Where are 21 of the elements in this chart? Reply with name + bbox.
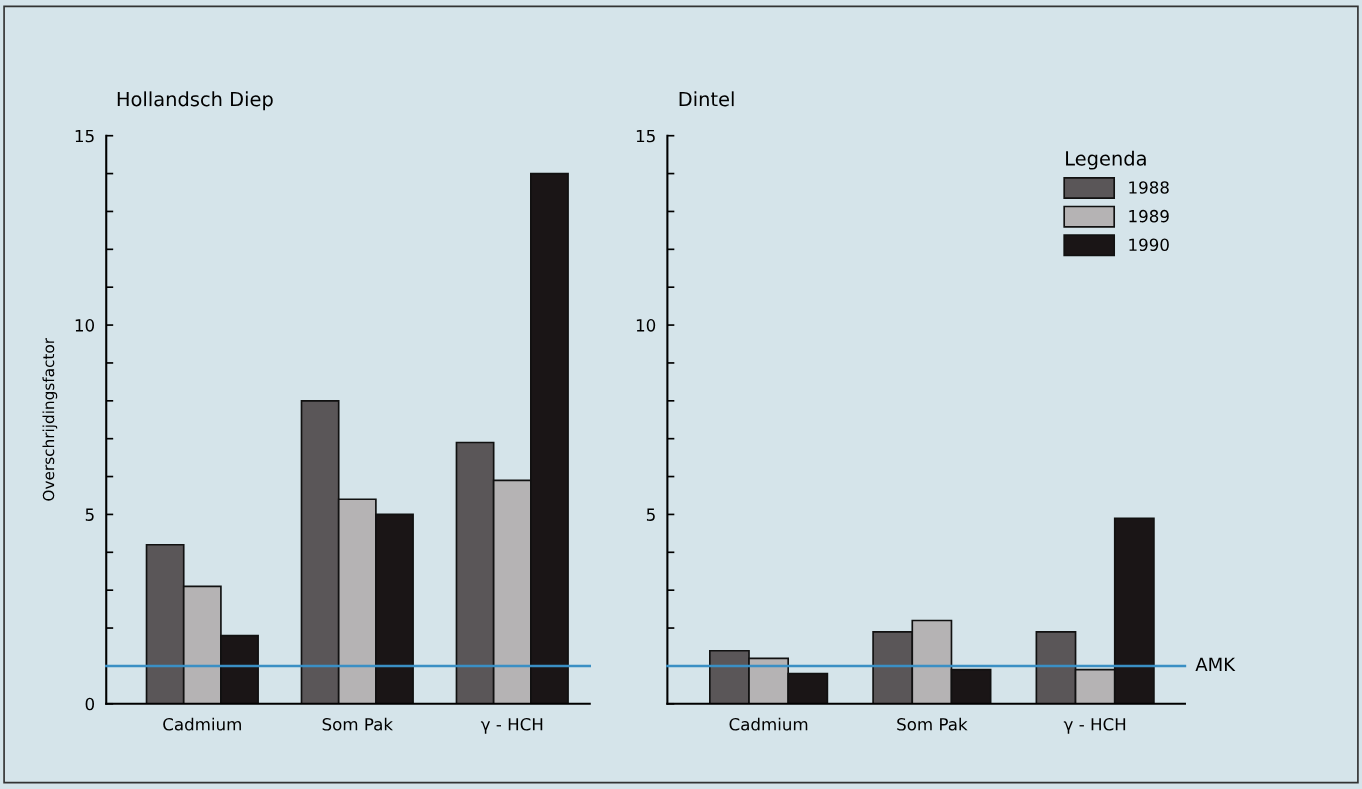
y-tick-label: 15 <box>75 129 94 143</box>
x-tick-label: γ - HCH <box>1063 717 1126 734</box>
y-axis-title: Overschrijdingsfactor <box>42 337 58 501</box>
legend-title: Legenda <box>1066 150 1146 170</box>
x-tick-label: Som Pak <box>322 717 393 731</box>
y-tick-label: 15 <box>636 129 655 143</box>
y-tick-label: 10 <box>75 319 95 332</box>
legend-label: 1989 <box>1129 209 1169 223</box>
x-tick-label: Cadmium <box>729 717 808 731</box>
x-tick-label: γ - HCH <box>480 717 543 734</box>
chart-title: Dintel <box>679 91 734 107</box>
legend-label: 1990 <box>1129 238 1169 252</box>
x-tick-label: Cadmium <box>163 717 241 731</box>
ref-line-label: AMK <box>1195 657 1236 671</box>
legend-label: 1988 <box>1129 181 1169 194</box>
y-tick-label: 5 <box>646 508 655 521</box>
y-tick-label: 5 <box>85 508 94 521</box>
y-tick-label: 10 <box>636 319 656 332</box>
x-tick-label: Som Pak <box>897 717 968 731</box>
y-tick-label: 0 <box>85 697 95 711</box>
chart-title: Hollandsch Diep <box>117 91 273 111</box>
